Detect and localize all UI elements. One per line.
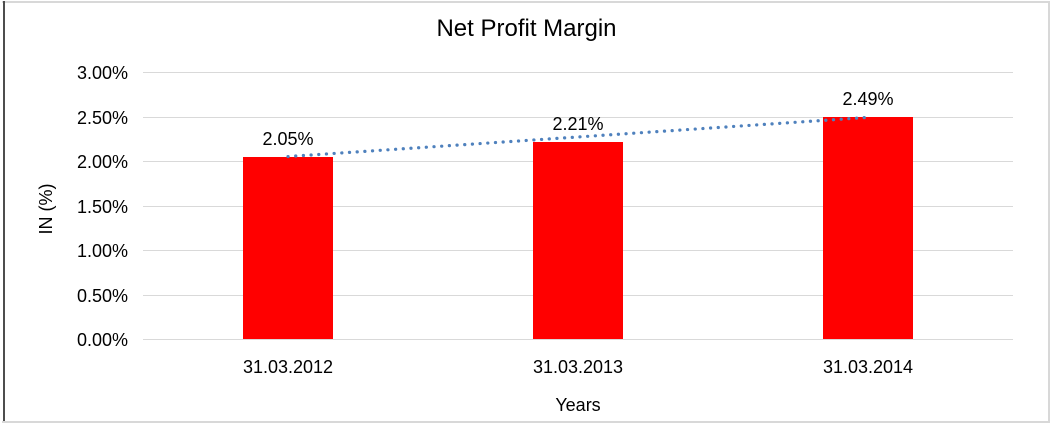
x-tick-label: 31.03.2013 [532, 357, 624, 377]
x-tick-label: 31.03.2014 [822, 357, 914, 377]
y-tick-label: 0.50% [76, 285, 128, 306]
y-tick-label: 3.00% [76, 63, 128, 83]
bar [243, 156, 333, 339]
gridline [143, 72, 1013, 73]
gridline [143, 339, 1013, 340]
chart-frame-left-edge [3, 1, 5, 421]
bar [533, 142, 623, 339]
bar-data-label: 2.21% [552, 114, 604, 135]
bar [823, 117, 913, 339]
y-tick-label: 0.00% [76, 330, 128, 350]
chart-title: Net Profit Margin [436, 15, 617, 42]
y-tick-label: 2.50% [76, 107, 128, 128]
x-tick-label: 31.03.2012 [242, 357, 334, 377]
y-tick-label: 1.50% [76, 196, 128, 217]
x-axis-title: Years [555, 395, 601, 415]
bar-data-label: 2.05% [262, 128, 314, 149]
y-tick-label: 1.00% [76, 241, 128, 261]
y-tick-label: 2.00% [76, 152, 128, 172]
bar-data-label: 2.49% [842, 89, 894, 110]
